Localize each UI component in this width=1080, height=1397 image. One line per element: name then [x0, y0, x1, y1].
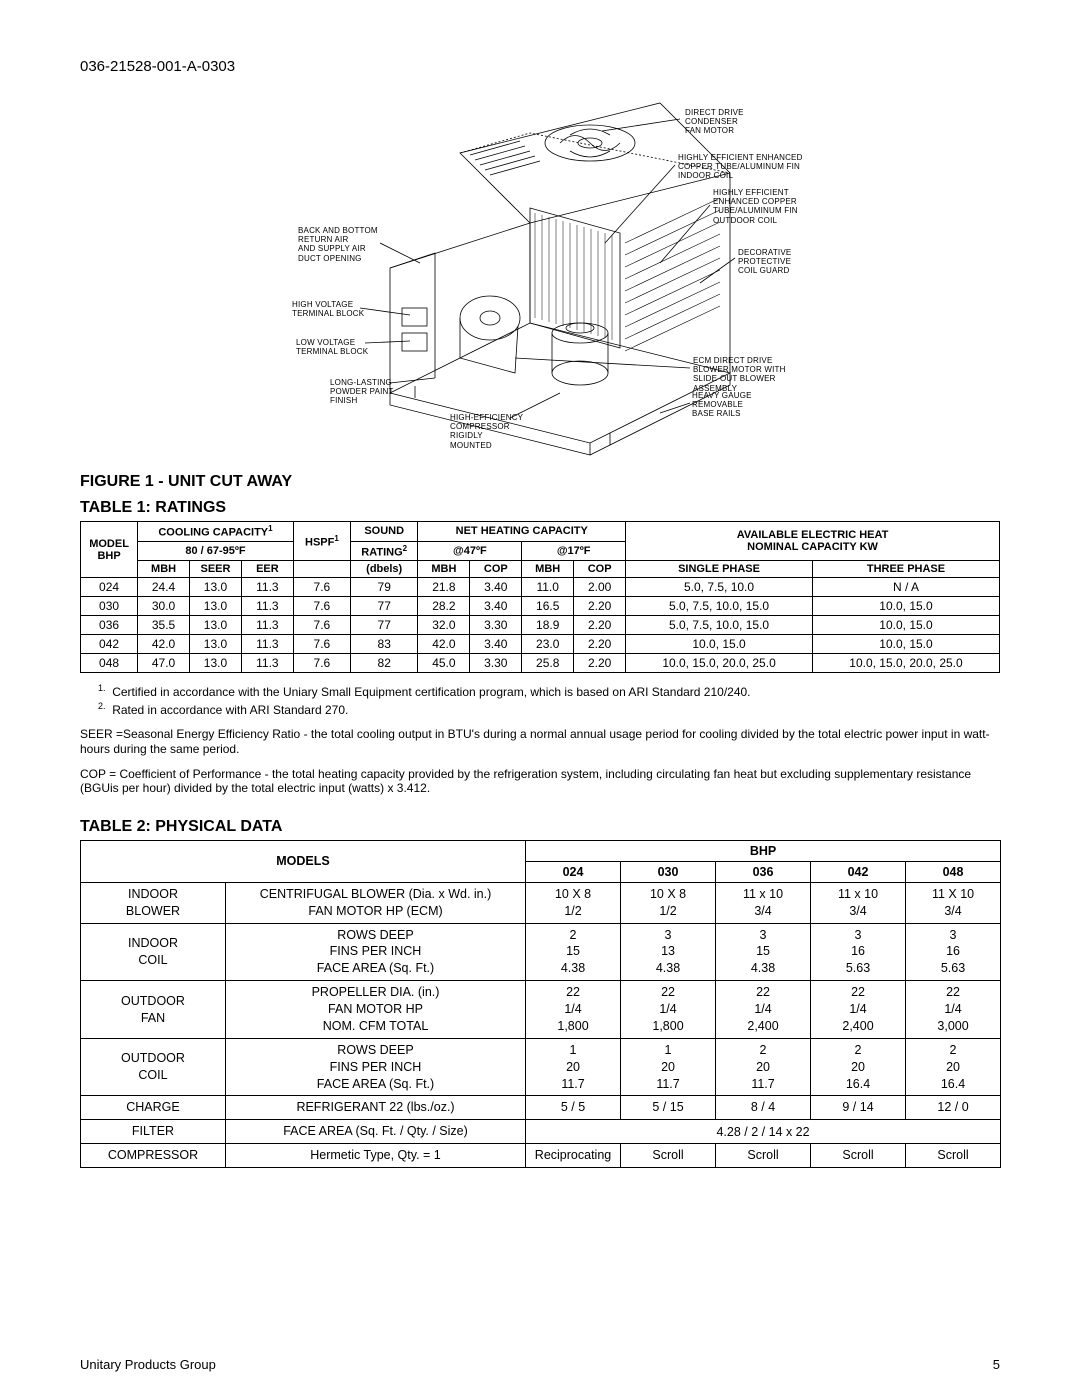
- th-cooling-sub: 80 / 67-95ºF: [138, 541, 294, 561]
- th-mbh47: MBH: [418, 561, 470, 578]
- callout-copper-tube: HIGHLY EFFICIENT ENHANCED COPPER TUBE/AL…: [678, 153, 803, 181]
- ratings-table: MODEL BHP COOLING CAPACITY1 HSPF1 SOUND …: [80, 521, 1000, 673]
- table-row: COMPRESSORHermetic Type, Qty. = 1Recipro…: [81, 1144, 1001, 1168]
- table-row: CHARGEREFRIGERANT 22 (lbs./oz.)5 / 55 / …: [81, 1096, 1001, 1120]
- th-024: 024: [526, 861, 621, 882]
- th-netheat: NET HEATING CAPACITY: [418, 522, 626, 542]
- th-three: THREE PHASE: [812, 561, 999, 578]
- page-footer: Unitary Products Group 5: [80, 1357, 1000, 1372]
- th-cop47: COP: [470, 561, 522, 578]
- th-bhp: BHP: [526, 840, 1001, 861]
- table-row: 02424.413.011.37.67921.83.4011.02.005.0,…: [81, 578, 1000, 597]
- seer-note: SEER =Seasonal Energy Efficiency Ratio -…: [80, 727, 1000, 756]
- callout-decorative: DECORATIVE PROTECTIVE COIL GUARD: [738, 248, 791, 276]
- cop-note: COP = Coefficient of Performance - the t…: [80, 767, 1000, 796]
- th-hspf: HSPF1: [293, 522, 350, 561]
- th-seer: SEER: [190, 561, 242, 578]
- callout-powder: LONG-LASTING POWDER PAINT FINISH: [330, 378, 394, 406]
- table2-title: TABLE 2: PHYSICAL DATA: [80, 818, 1000, 836]
- table-row: FILTERFACE AREA (Sq. Ft. / Qty. / Size)4…: [81, 1120, 1001, 1144]
- th-model: MODEL BHP: [81, 522, 138, 578]
- table1-title: TABLE 1: RATINGS: [80, 499, 1000, 517]
- th-042: 042: [811, 861, 906, 882]
- th-mbh17: MBH: [522, 561, 574, 578]
- th-036: 036: [716, 861, 811, 882]
- table-row: 03635.513.011.37.67732.03.3018.92.205.0,…: [81, 616, 1000, 635]
- th-mbh: MBH: [138, 561, 190, 578]
- table-row: 04242.013.011.37.68342.03.4023.02.2010.0…: [81, 635, 1000, 654]
- table-row: INDOOR COILROWS DEEP FINS PER INCH FACE …: [81, 923, 1001, 981]
- callout-outdoor-coil: HIGHLY EFFICIENT ENHANCED COPPER TUBE/AL…: [713, 188, 798, 225]
- callout-base-rails: HEAVY GAUGE REMOVABLE BASE RAILS: [692, 391, 752, 419]
- figure-title: FIGURE 1 - UNIT CUT AWAY: [80, 473, 1000, 491]
- callout-high-voltage: HIGH VOLTAGE TERMINAL BLOCK: [292, 300, 364, 318]
- callout-ecm: ECM DIRECT DRIVE BLOWER MOTOR WITH SLIDE…: [693, 356, 820, 393]
- th-dbels: (dbels): [350, 561, 417, 578]
- th-sound-rating: RATING2: [350, 541, 417, 561]
- physical-data-table: MODELS BHP 024 030 036 042 048 INDOOR BL…: [80, 840, 1001, 1168]
- th-at47: @47ºF: [418, 541, 522, 561]
- th-elecheat: AVAILABLE ELECTRIC HEAT NOMINAL CAPACITY…: [626, 522, 1000, 561]
- unit-cutaway-diagram: DIRECT DRIVE CONDENSER FAN MOTOR HIGHLY …: [260, 93, 820, 463]
- document-number: 036-21528-001-A-0303: [80, 58, 1000, 75]
- th-eer: EER: [241, 561, 293, 578]
- callout-direct-drive: DIRECT DRIVE CONDENSER FAN MOTOR: [685, 108, 744, 136]
- th-sound: SOUND: [350, 522, 417, 542]
- th-single: SINGLE PHASE: [626, 561, 813, 578]
- callout-compressor: HIGH-EFFICIENCY COMPRESSOR RIGIDLY MOUNT…: [450, 413, 523, 450]
- table-row: 03030.013.011.37.67728.23.4016.52.205.0,…: [81, 597, 1000, 616]
- th-at17: @17ºF: [522, 541, 626, 561]
- table-row: OUTDOOR COILROWS DEEP FINS PER INCH FACE…: [81, 1038, 1001, 1096]
- th-cooling: COOLING CAPACITY1: [138, 522, 294, 542]
- th-030: 030: [621, 861, 716, 882]
- th-models: MODELS: [81, 840, 526, 882]
- th-048: 048: [906, 861, 1001, 882]
- table-row: INDOOR BLOWERCENTRIFUGAL BLOWER (Dia. x …: [81, 882, 1001, 923]
- table-row: 04847.013.011.37.68245.03.3025.82.2010.0…: [81, 654, 1000, 673]
- footer-left: Unitary Products Group: [80, 1357, 216, 1372]
- table-row: OUTDOOR FANPROPELLER DIA. (in.) FAN MOTO…: [81, 981, 1001, 1039]
- th-cop17: COP: [574, 561, 626, 578]
- callout-low-voltage: LOW VOLTAGE TERMINAL BLOCK: [296, 338, 368, 356]
- table1-footnotes: 1. Certified in accordance with the Unia…: [98, 683, 1000, 717]
- callout-back-bottom: BACK AND BOTTOM RETURN AIR AND SUPPLY AI…: [298, 226, 378, 263]
- footer-page: 5: [993, 1357, 1000, 1372]
